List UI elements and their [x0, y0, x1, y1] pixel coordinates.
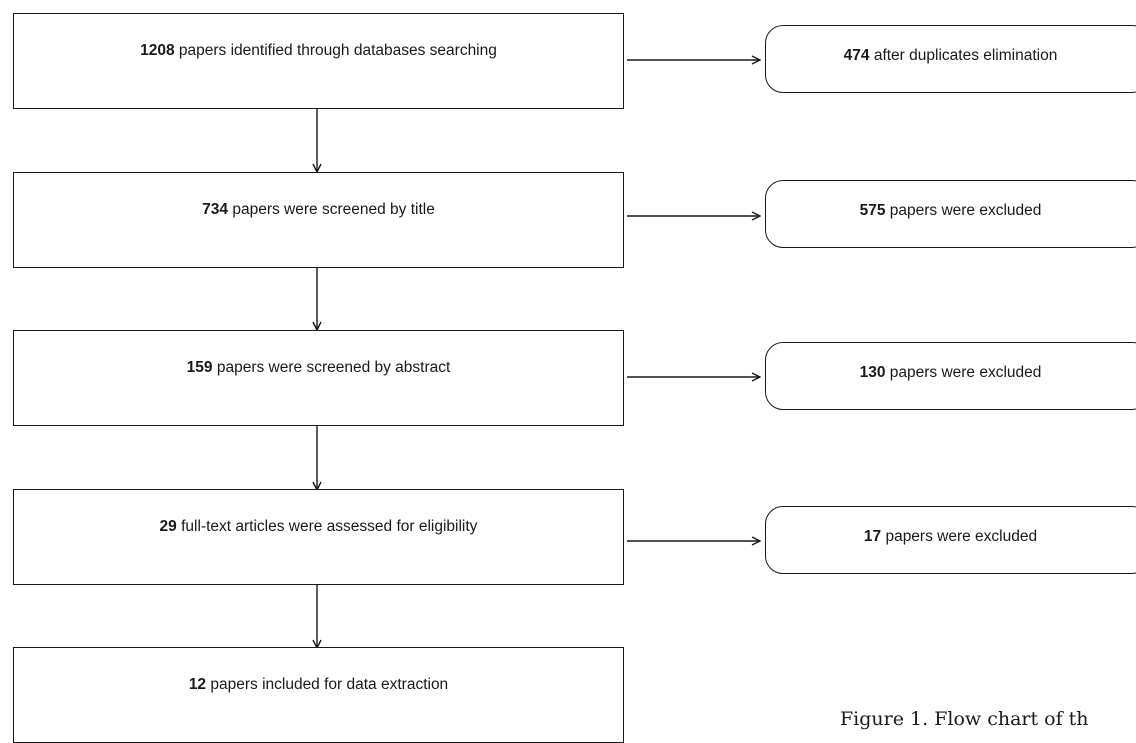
exclusion-abstract-box: 130 papers were excluded — [765, 342, 1136, 410]
exclusion-abstract-count: 130 — [859, 363, 886, 381]
exclusion-title-text: papers were excluded — [885, 201, 1042, 219]
step-eligibility-label: 29 full-text articles were assessed for … — [160, 518, 478, 537]
step-eligibility-box: 29 full-text articles were assessed for … — [13, 489, 624, 585]
exclusion-abstract-label: 130 papers were excluded — [860, 364, 1042, 383]
exclusion-duplicates-count: 474 — [843, 46, 870, 64]
exclusion-fulltext-count: 17 — [863, 527, 882, 545]
exclusion-duplicates-text: after duplicates elimination — [869, 46, 1058, 64]
exclusion-title-box: 575 papers were excluded — [765, 180, 1136, 248]
exclusion-fulltext-label: 17 papers were excluded — [864, 528, 1037, 547]
step-title-screening-label: 734 papers were screened by title — [202, 201, 435, 220]
step-identified-text: papers identified through databases sear… — [174, 41, 497, 59]
exclusion-fulltext-text: papers were excluded — [881, 527, 1038, 545]
exclusion-fulltext-box: 17 papers were excluded — [765, 506, 1136, 574]
step-title-screening-text: papers were screened by title — [228, 200, 435, 218]
exclusion-title-count: 575 — [859, 201, 886, 219]
step-abstract-screening-text: papers were screened by abstract — [212, 358, 451, 376]
step-included-text: papers included for data extraction — [206, 675, 449, 693]
step-identified-label: 1208 papers identified through databases… — [140, 42, 497, 61]
exclusion-duplicates-label: 474 after duplicates elimination — [844, 47, 1058, 66]
step-included-label: 12 papers included for data extraction — [189, 676, 448, 695]
step-included-box: 12 papers included for data extraction — [13, 647, 624, 743]
step-abstract-screening-label: 159 papers were screened by abstract — [187, 359, 451, 378]
step-abstract-screening-count: 159 — [186, 358, 213, 376]
step-title-screening-count: 734 — [202, 200, 229, 218]
step-included-count: 12 — [188, 675, 207, 693]
step-eligibility-text: full-text articles were assessed for eli… — [176, 517, 478, 535]
exclusion-title-label: 575 papers were excluded — [860, 202, 1042, 221]
step-identified-box: 1208 papers identified through databases… — [13, 13, 624, 109]
exclusion-duplicates-box: 474 after duplicates elimination — [765, 25, 1136, 93]
step-identified-count: 1208 — [140, 41, 175, 59]
step-abstract-screening-box: 159 papers were screened by abstract — [13, 330, 624, 426]
step-title-screening-box: 734 papers were screened by title — [13, 172, 624, 268]
figure-caption: Figure 1. Flow chart of th — [840, 708, 1089, 730]
step-eligibility-count: 29 — [159, 517, 177, 535]
exclusion-abstract-text: papers were excluded — [885, 363, 1042, 381]
